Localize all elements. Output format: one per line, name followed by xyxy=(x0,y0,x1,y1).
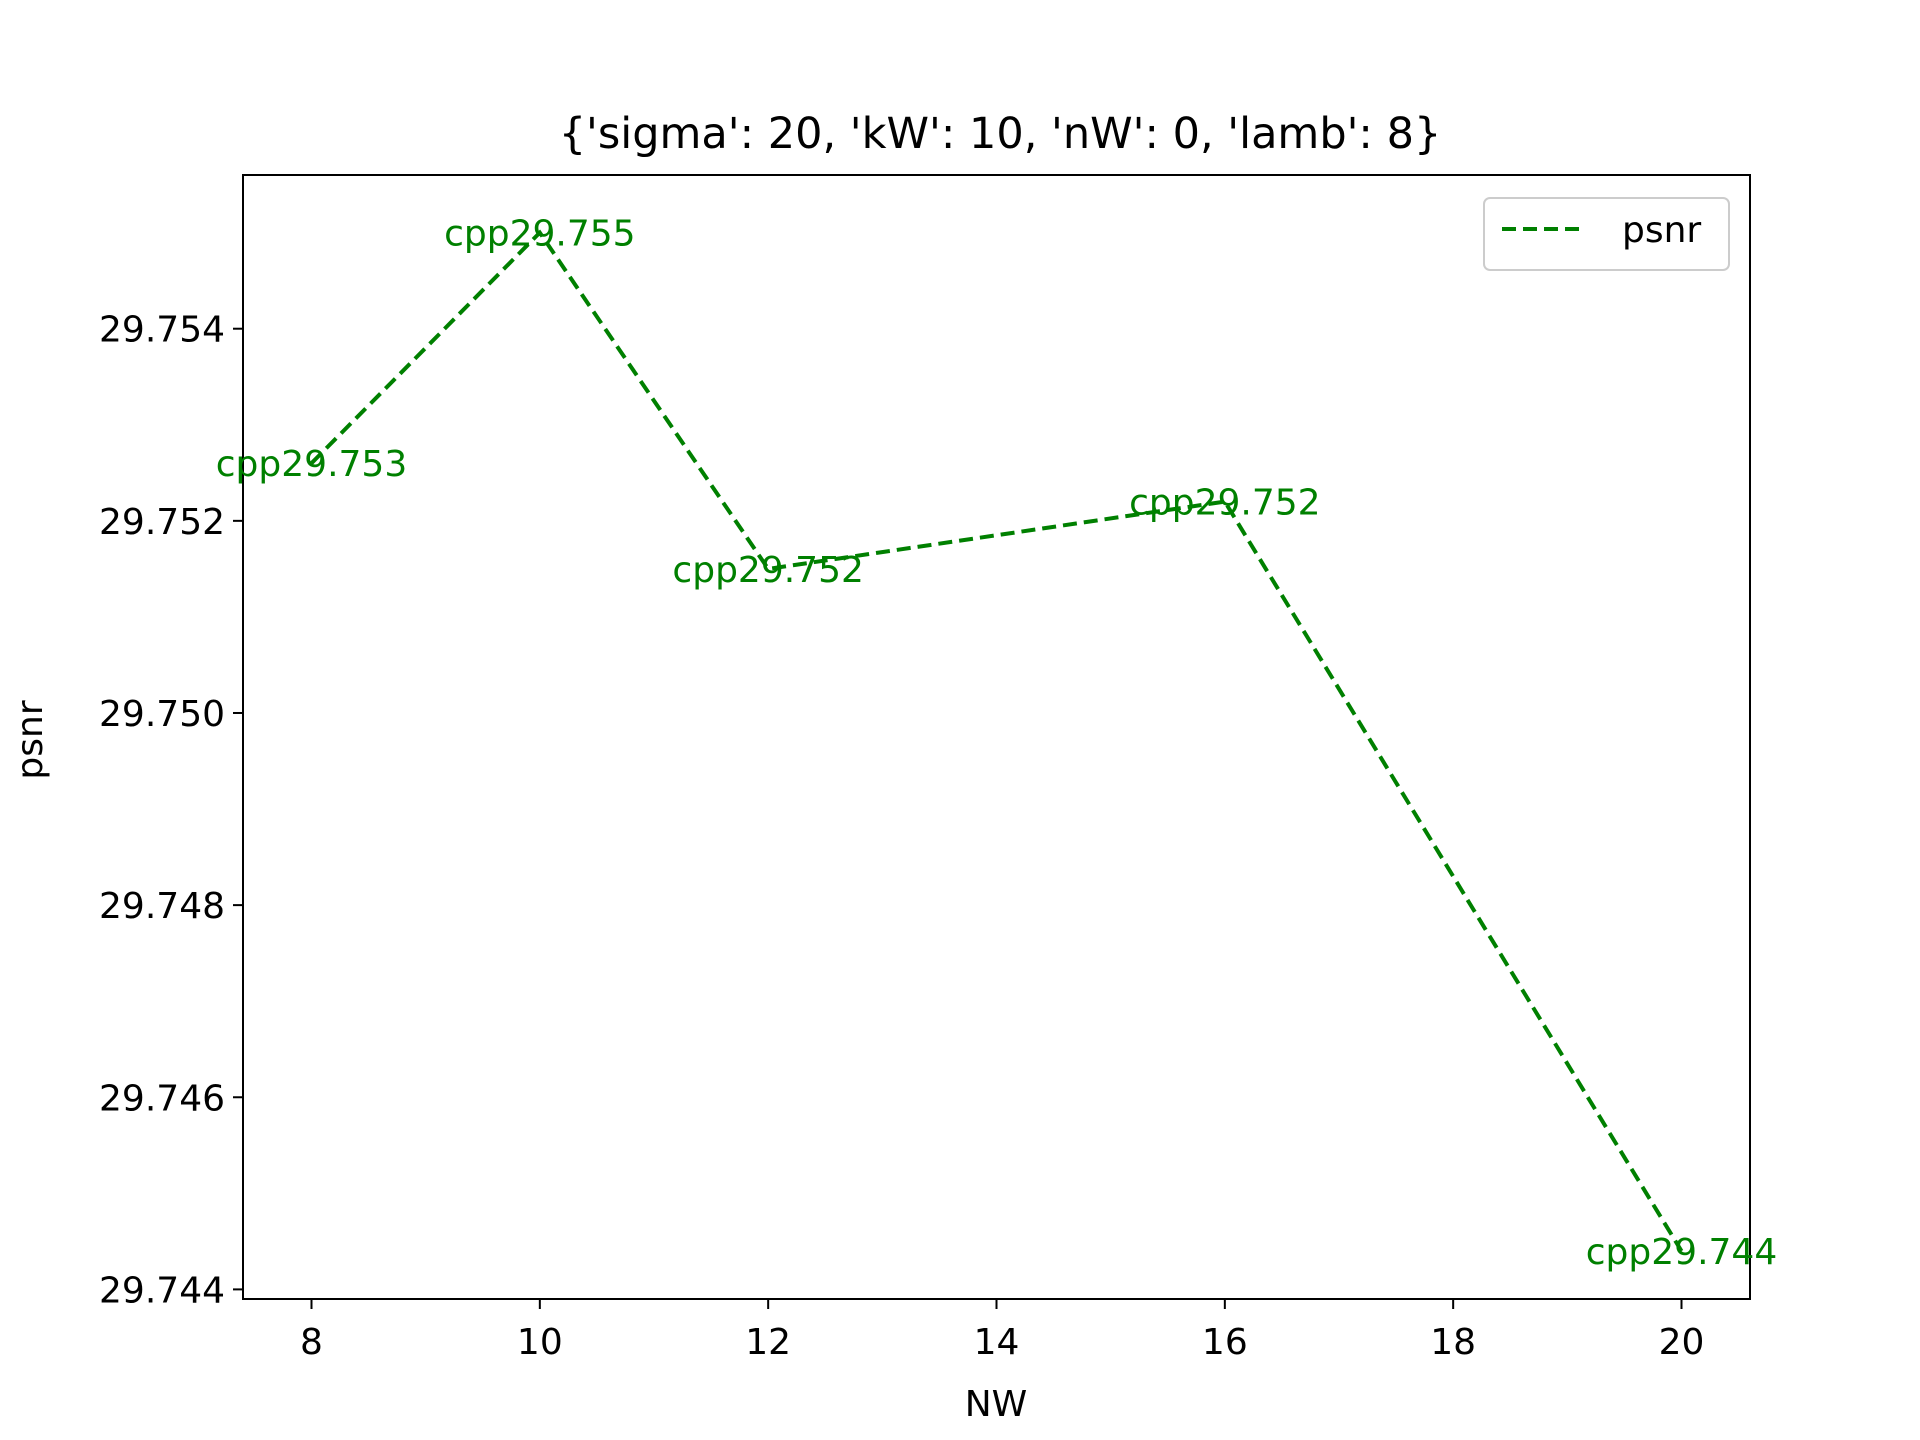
y-tick-label: 29.746 xyxy=(99,1078,225,1119)
y-tick-label: 29.752 xyxy=(99,502,225,543)
legend: psnr xyxy=(1483,197,1730,271)
data-label: cpp29.752 xyxy=(1129,483,1320,524)
x-tick-label: 14 xyxy=(974,1322,1020,1363)
data-label: cpp29.752 xyxy=(672,550,863,591)
data-label: cpp29.755 xyxy=(444,214,635,255)
x-tick-label: 10 xyxy=(517,1322,563,1363)
y-tick-label: 29.750 xyxy=(99,694,225,735)
y-tick-label: 29.744 xyxy=(99,1270,225,1311)
x-axis-label: NW xyxy=(965,1384,1028,1425)
series-group xyxy=(310,229,1684,1253)
y-tick-label: 29.748 xyxy=(99,886,225,927)
x-tick-label: 16 xyxy=(1202,1322,1248,1363)
series-line-psnr xyxy=(310,229,1684,1253)
x-tick-label: 12 xyxy=(745,1322,791,1363)
data-label: cpp29.753 xyxy=(216,444,407,485)
x-axis-ticks: 8 10 12 14 16 18 20 xyxy=(300,1299,1704,1363)
y-axis-ticks: 29.744 29.746 29.748 29.750 29.752 29.754 xyxy=(99,310,243,1311)
chart-title: {'sigma': 20, 'kW': 10, 'nW': 0, 'lamb':… xyxy=(559,109,1442,159)
x-tick-label: 18 xyxy=(1430,1322,1476,1363)
data-labels: cpp29.753 cpp29.755 cpp29.752 cpp29.752 cpp2… xyxy=(216,214,1777,1273)
x-tick-label: 8 xyxy=(300,1322,323,1363)
legend-box xyxy=(1483,197,1730,271)
y-tick-label: 29.754 xyxy=(99,310,225,351)
x-tick-label: 20 xyxy=(1659,1322,1705,1363)
data-label: cpp29.744 xyxy=(1586,1232,1777,1273)
y-axis-label: psnr xyxy=(10,700,51,779)
legend-label-psnr: psnr xyxy=(1622,210,1701,251)
